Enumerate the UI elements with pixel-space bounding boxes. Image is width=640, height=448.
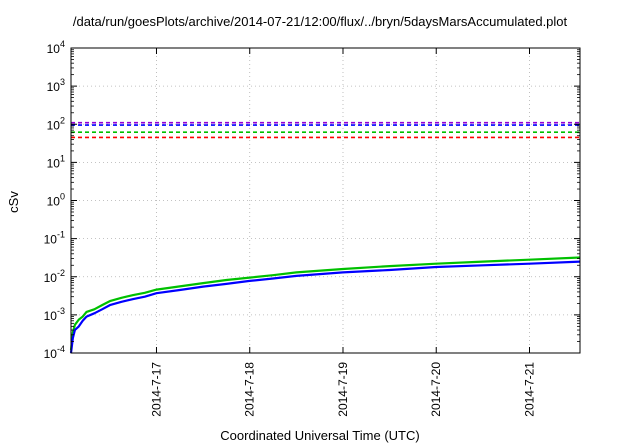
y-tick-exponent: 2 [60,115,65,125]
series-line [69,256,581,351]
x-tick-label: 2014-7-20 [429,362,443,417]
y-tick-base: 10 [47,118,61,132]
axis-ticks: 10-410-310-210-11001011021031042014-7-17… [44,39,580,417]
y-tick-base: 10 [44,271,58,285]
y-tick-exponent: -4 [57,344,65,354]
y-tick-base: 10 [47,156,61,170]
series-line [69,260,581,354]
grid-lines [71,48,580,353]
x-tick-label: 2014-7-19 [336,362,350,417]
x-tick-label: 2014-7-21 [522,362,536,417]
x-axis-label: Coordinated Universal Time (UTC) [220,428,420,443]
y-tick-exponent: 3 [60,77,65,87]
y-tick-exponent: 0 [60,192,65,202]
y-axis-label: cSv [6,191,21,213]
y-tick-base: 10 [47,80,61,94]
y-tick-label: 100 [47,192,65,209]
y-tick-label: 10-1 [44,230,65,247]
y-tick-exponent: -3 [57,306,65,316]
y-tick-label: 101 [47,153,65,170]
x-tick-label: 2014-7-18 [243,362,257,417]
y-tick-base: 10 [47,195,61,209]
y-tick-label: 103 [47,77,65,94]
threshold-lines [71,121,580,139]
y-axis-label-group: cSv [6,191,21,213]
y-tick-label: 10-4 [44,344,65,361]
y-tick-label: 102 [47,115,65,132]
y-tick-label: 10-3 [44,306,65,323]
y-tick-exponent: -1 [57,230,65,240]
y-tick-label: 10-2 [44,268,65,285]
y-tick-exponent: -2 [57,268,65,278]
y-tick-exponent: 1 [60,153,65,163]
chart-title: /data/run/goesPlots/archive/2014-07-21/1… [72,14,568,29]
data-series [69,256,581,354]
x-tick-label: 2014-7-17 [149,362,163,417]
y-tick-exponent: 4 [60,39,65,49]
y-tick-base: 10 [44,347,58,361]
y-tick-label: 104 [47,39,65,56]
y-tick-base: 10 [44,233,58,247]
y-tick-base: 10 [44,309,58,323]
y-tick-base: 10 [47,42,61,56]
